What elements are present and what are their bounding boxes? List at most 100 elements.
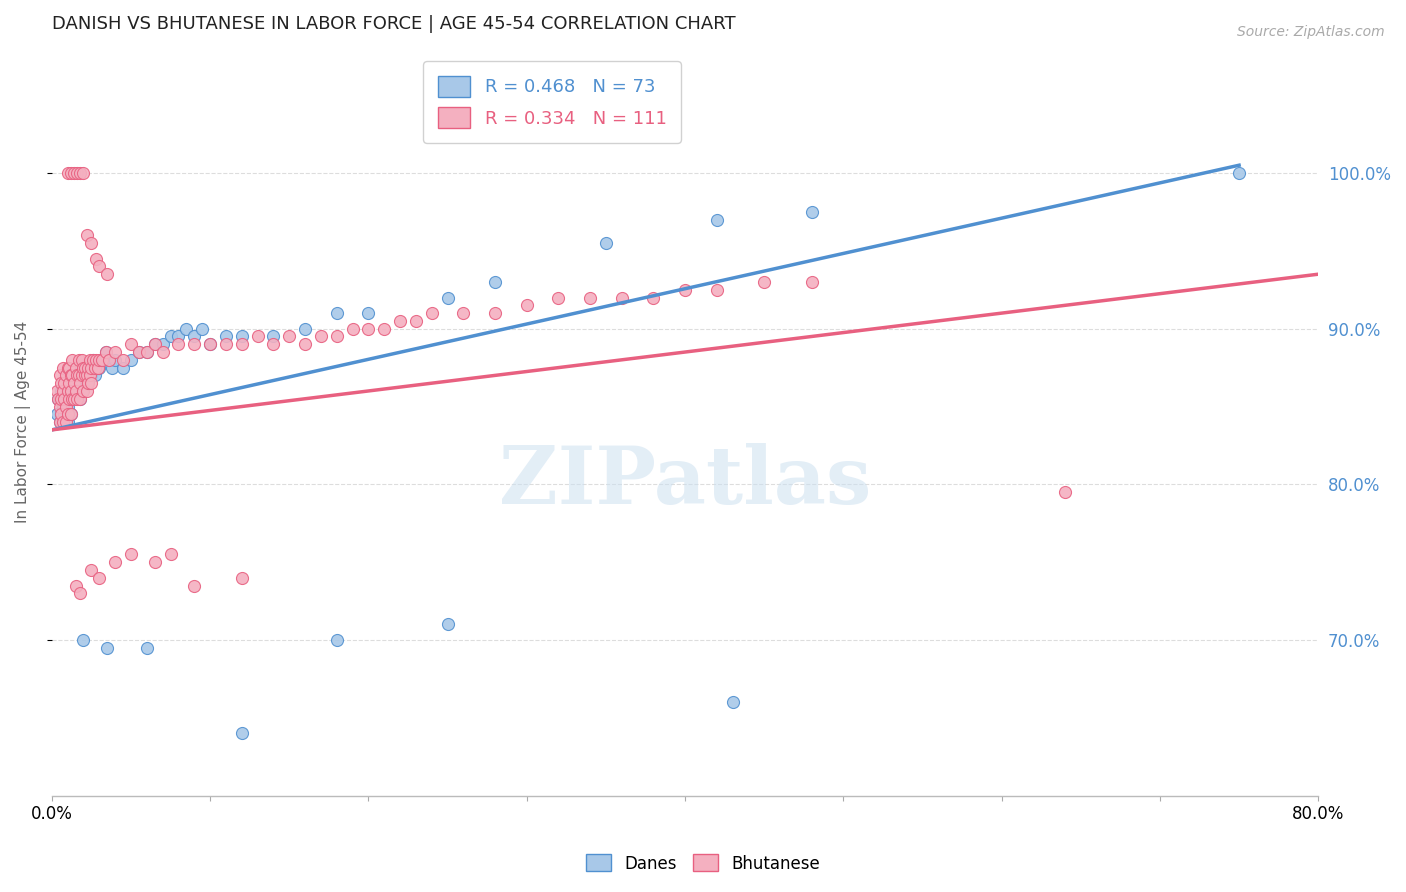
Point	[143, 555, 166, 569]
Point	[70, 352, 93, 367]
Point	[215, 337, 238, 351]
Legend: Danes, Bhutanese: Danes, Bhutanese	[579, 847, 827, 880]
Point	[63, 376, 86, 391]
Point	[89, 360, 111, 375]
Point	[46, 392, 69, 406]
Point	[66, 392, 89, 406]
Point	[83, 368, 105, 383]
Point	[72, 633, 94, 648]
Point	[159, 329, 181, 343]
Point	[120, 548, 142, 562]
Point	[52, 415, 75, 429]
Point	[91, 352, 114, 367]
Point	[104, 352, 127, 367]
Point	[63, 376, 86, 391]
Point	[120, 352, 142, 367]
Point	[595, 235, 617, 250]
Point	[65, 360, 87, 375]
Point	[342, 321, 364, 335]
Point	[176, 321, 198, 335]
Point	[65, 578, 87, 592]
Point	[59, 384, 82, 398]
Legend: R = 0.468   N = 73, R = 0.334   N = 111: R = 0.468 N = 73, R = 0.334 N = 111	[423, 62, 681, 143]
Point	[55, 368, 77, 383]
Point	[52, 360, 75, 375]
Point	[62, 352, 84, 367]
Point	[63, 166, 86, 180]
Point	[183, 329, 205, 343]
Point	[91, 352, 114, 367]
Point	[112, 352, 135, 367]
Point	[70, 368, 93, 383]
Text: DANISH VS BHUTANESE IN LABOR FORCE | AGE 45-54 CORRELATION CHART: DANISH VS BHUTANESE IN LABOR FORCE | AGE…	[52, 15, 735, 33]
Point	[55, 400, 77, 414]
Point	[75, 360, 97, 375]
Point	[706, 212, 728, 227]
Point	[516, 298, 538, 312]
Point	[80, 235, 103, 250]
Point	[48, 368, 70, 383]
Point	[135, 640, 157, 655]
Point	[754, 275, 776, 289]
Point	[231, 571, 253, 585]
Point	[75, 368, 97, 383]
Point	[183, 337, 205, 351]
Point	[484, 275, 506, 289]
Point	[89, 260, 111, 274]
Point	[84, 252, 107, 266]
Point	[69, 586, 91, 600]
Text: Source: ZipAtlas.com: Source: ZipAtlas.com	[1237, 25, 1385, 39]
Point	[48, 415, 70, 429]
Point	[294, 321, 316, 335]
Point	[326, 633, 349, 648]
Point	[55, 415, 77, 429]
Point	[82, 352, 104, 367]
Point	[62, 392, 84, 406]
Point	[45, 407, 67, 421]
Point	[53, 407, 76, 421]
Point	[83, 360, 105, 375]
Point	[77, 368, 100, 383]
Point	[357, 306, 380, 320]
Point	[59, 368, 82, 383]
Point	[80, 376, 103, 391]
Point	[51, 407, 73, 421]
Point	[128, 345, 150, 359]
Point	[294, 337, 316, 351]
Point	[104, 555, 127, 569]
Point	[143, 337, 166, 351]
Point	[72, 360, 94, 375]
Point	[104, 345, 127, 359]
Point	[436, 291, 458, 305]
Point	[53, 392, 76, 406]
Point	[48, 400, 70, 414]
Point	[167, 329, 190, 343]
Point	[800, 205, 823, 219]
Point	[96, 267, 118, 281]
Point	[76, 368, 98, 383]
Point	[56, 384, 79, 398]
Point	[97, 352, 120, 367]
Point	[62, 368, 84, 383]
Point	[389, 314, 412, 328]
Text: ZIPatlas: ZIPatlas	[499, 443, 872, 521]
Point	[152, 345, 174, 359]
Point	[69, 166, 91, 180]
Point	[82, 352, 104, 367]
Point	[246, 329, 269, 343]
Point	[143, 337, 166, 351]
Point	[89, 352, 111, 367]
Point	[59, 407, 82, 421]
Point	[159, 548, 181, 562]
Point	[706, 283, 728, 297]
Point	[56, 407, 79, 421]
Point	[65, 384, 87, 398]
Point	[112, 360, 135, 375]
Point	[66, 166, 89, 180]
Point	[357, 321, 380, 335]
Point	[69, 392, 91, 406]
Point	[673, 283, 696, 297]
Point	[80, 360, 103, 375]
Point	[56, 360, 79, 375]
Point	[453, 306, 475, 320]
